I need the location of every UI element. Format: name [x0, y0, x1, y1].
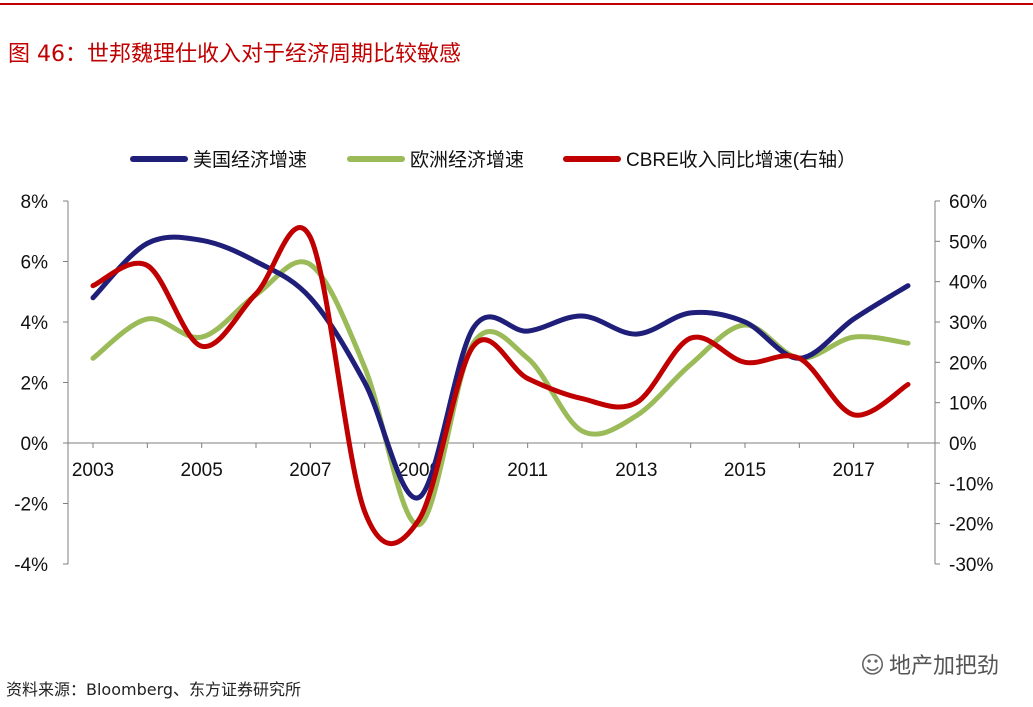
x-tick-label: 2007	[289, 460, 331, 481]
legend-label: 欧洲经济增速	[410, 149, 524, 171]
right-tick-label: 0%	[949, 434, 977, 455]
right-tick-label: -10%	[949, 474, 993, 495]
figure-title: 图 46：世邦魏理仕收入对于经济周期比较敏感	[8, 42, 461, 67]
figure-source: 资料来源：Bloomberg、东方证券研究所	[6, 680, 302, 699]
watermark-text: 地产加把劲	[888, 654, 999, 679]
chart-legend: 美国经济增速 欧洲经济增速 CBRE收入同比增速(右轴）	[130, 149, 856, 171]
watermark: ☺ 地产加把劲	[860, 648, 999, 680]
series-line-2	[90, 225, 911, 546]
left-tick-label: 6%	[21, 253, 49, 274]
x-tick-label: 2013	[615, 460, 657, 481]
chart-axes: 8% 6% 4% 2% 0% -2% -4% 60% 50% 40% 30% 20% 10% 0% -10%…	[14, 192, 993, 576]
left-tick-label: -4%	[14, 555, 48, 576]
right-tick-label: 20%	[949, 353, 987, 374]
left-tick-label: 4%	[21, 313, 49, 334]
left-tick-label: -2%	[14, 495, 48, 516]
series-line-0	[90, 234, 911, 501]
right-tick-label: 40%	[949, 273, 987, 294]
right-tick-label: 30%	[949, 313, 987, 334]
top-rule	[0, 3, 1033, 5]
right-tick-label: -30%	[949, 555, 993, 576]
x-tick-label: 2005	[181, 460, 223, 481]
left-tick-label: 2%	[21, 374, 49, 395]
x-tick-label: 2011	[507, 460, 548, 481]
left-tick-label: 0%	[21, 434, 49, 455]
right-tick-label: 50%	[949, 232, 987, 253]
series-line-1	[90, 259, 911, 528]
chart-series	[90, 225, 911, 546]
right-tick-label: 60%	[949, 192, 987, 213]
x-tick-label: 2017	[833, 460, 875, 481]
right-tick-label: -20%	[949, 515, 993, 536]
right-tick-label: 10%	[949, 394, 987, 415]
x-tick-label: 2003	[72, 460, 114, 481]
legend-label: CBRE收入同比增速(右轴）	[626, 149, 856, 171]
left-tick-label: 8%	[21, 192, 49, 213]
wechat-icon: ☺	[859, 651, 885, 679]
legend-label: 美国经济增速	[193, 149, 307, 171]
x-tick-label: 2015	[724, 460, 766, 481]
